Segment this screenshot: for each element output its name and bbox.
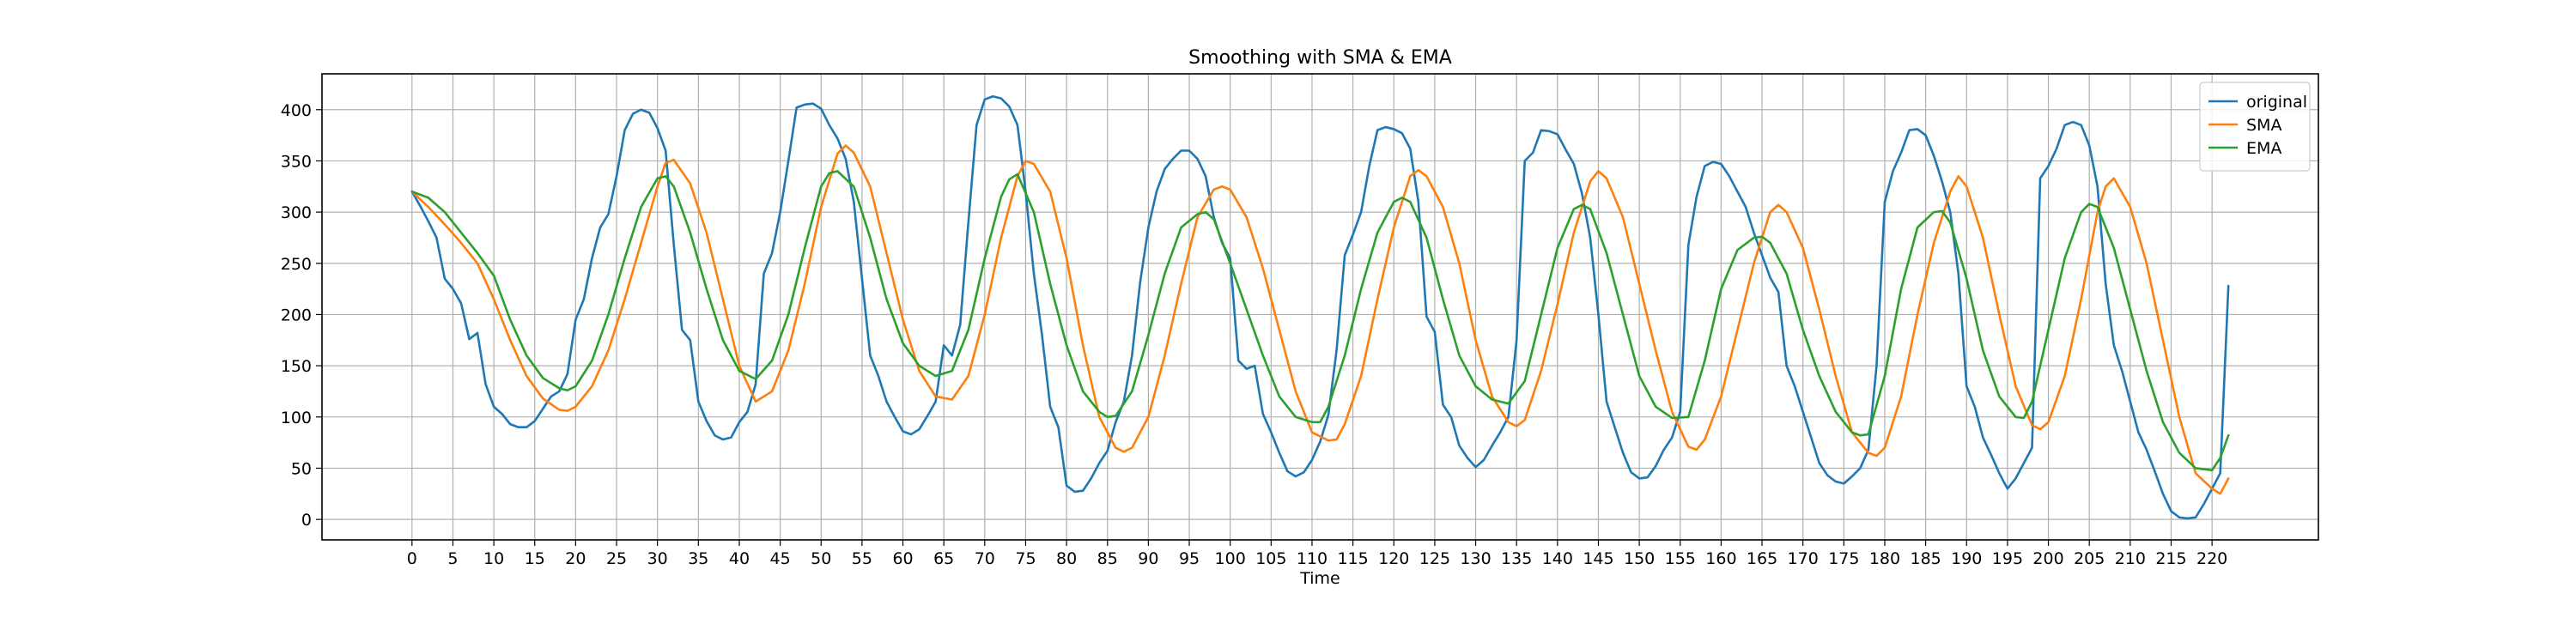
x-tick-label: 60: [892, 549, 913, 568]
x-tick-label: 80: [1056, 549, 1077, 568]
y-tick-label: 300: [281, 203, 312, 222]
x-tick-label: 135: [1501, 549, 1532, 568]
x-tick-label: 180: [1869, 549, 1900, 568]
x-tick-label: 155: [1665, 549, 1696, 568]
x-tick-label: 35: [688, 549, 708, 568]
x-tick-label: 95: [1179, 549, 1200, 568]
y-tick-label: 50: [291, 459, 312, 478]
x-tick-label: 220: [2196, 549, 2227, 568]
x-tick-label: 185: [1910, 549, 1941, 568]
y-tick-label: 0: [301, 511, 312, 530]
x-tick-label: 100: [1215, 549, 1246, 568]
x-tick-label: 55: [852, 549, 872, 568]
y-tick-label: 350: [281, 152, 312, 171]
x-tick-label: 210: [2115, 549, 2146, 568]
y-tick-label: 400: [281, 101, 312, 120]
x-tick-label: 45: [770, 549, 791, 568]
x-tick-label: 85: [1097, 549, 1118, 568]
x-tick-label: 140: [1542, 549, 1573, 568]
x-tick-label: 90: [1138, 549, 1158, 568]
x-tick-label: 70: [975, 549, 995, 568]
grid: [322, 74, 2318, 540]
x-tick-label: 30: [647, 549, 668, 568]
x-tick-label: 115: [1337, 549, 1368, 568]
y-tick-label: 100: [281, 409, 312, 427]
series-line-ema: [410, 170, 2230, 472]
series-line-sma: [410, 144, 2230, 495]
series-line-original: [410, 94, 2230, 520]
x-tick-label: 65: [933, 549, 954, 568]
x-tick-label: 170: [1788, 549, 1819, 568]
x-tick-label: 15: [525, 549, 545, 568]
x-tick-label: 215: [2155, 549, 2186, 568]
x-tick-label: 175: [1828, 549, 1859, 568]
x-tick-label: 0: [407, 549, 417, 568]
x-tick-label: 10: [483, 549, 504, 568]
plot-area-frame: [321, 73, 2319, 541]
x-tick-label: 40: [729, 549, 750, 568]
y-tick-label: 200: [281, 306, 312, 324]
x-tick-label: 200: [2032, 549, 2063, 568]
x-tick-label: 105: [1255, 549, 1286, 568]
x-tick-label: 20: [565, 549, 586, 568]
chart-title: Smoothing with SMA & EMA: [1188, 47, 1452, 69]
legend-label: SMA: [2246, 116, 2281, 135]
x-tick-label: 130: [1460, 549, 1491, 568]
x-tick-label: 195: [1992, 549, 2023, 568]
x-tick-label: 120: [1378, 549, 1409, 568]
x-tick-label: 50: [811, 549, 831, 568]
legend-label: EMA: [2246, 139, 2281, 158]
x-tick-label: 110: [1297, 549, 1327, 568]
x-tick-label: 205: [2074, 549, 2105, 568]
axis-ticks: 0 5 10 15 20 25 30 35 40 45 50 55 60 65 70 75 80 85 90 95 10…: [281, 101, 2228, 568]
x-tick-label: 150: [1624, 549, 1655, 568]
x-tick-label: 125: [1419, 549, 1450, 568]
x-tick-label: 165: [1747, 549, 1777, 568]
x-tick-label: 160: [1705, 549, 1736, 568]
x-tick-label: 5: [447, 549, 458, 568]
x-tick-label: 145: [1583, 549, 1613, 568]
x-tick-label: 190: [1951, 549, 1982, 568]
y-tick-label: 150: [281, 357, 312, 376]
legend-label: original: [2246, 93, 2307, 112]
legend: original SMA EMA: [2199, 82, 2311, 172]
x-axis-title: Time: [1299, 569, 1340, 588]
y-tick-label: 250: [281, 255, 312, 274]
x-tick-label: 25: [606, 549, 627, 568]
x-tick-label: 75: [1015, 549, 1036, 568]
series-lines: [410, 94, 2230, 520]
